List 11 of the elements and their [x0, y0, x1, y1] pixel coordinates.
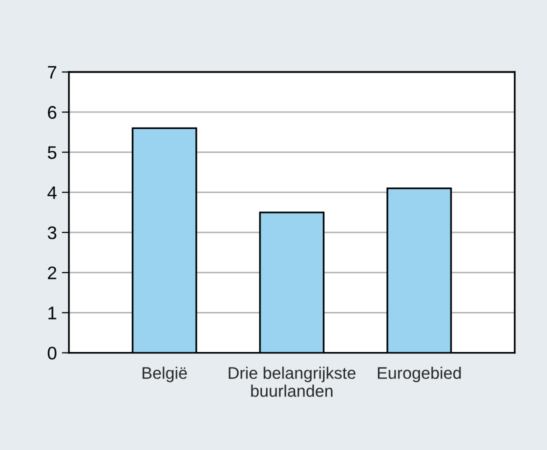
y-tick-label: 7	[48, 66, 56, 79]
x-tick-label: België	[142, 366, 187, 382]
y-tick-label: 0	[48, 346, 56, 360]
x-tick-label: Eurogebied	[378, 366, 461, 382]
y-tick-label: 4	[47, 186, 57, 199]
x-tick-label: Drie belangrijkste buurlanden	[228, 366, 356, 397]
y-tick-label: 3	[48, 226, 56, 240]
y-tick-label: 1	[48, 306, 56, 320]
y-tick-label: 6	[48, 106, 56, 119]
y-tick-label: 2	[48, 266, 56, 280]
y-tick-label: 5	[48, 146, 56, 159]
